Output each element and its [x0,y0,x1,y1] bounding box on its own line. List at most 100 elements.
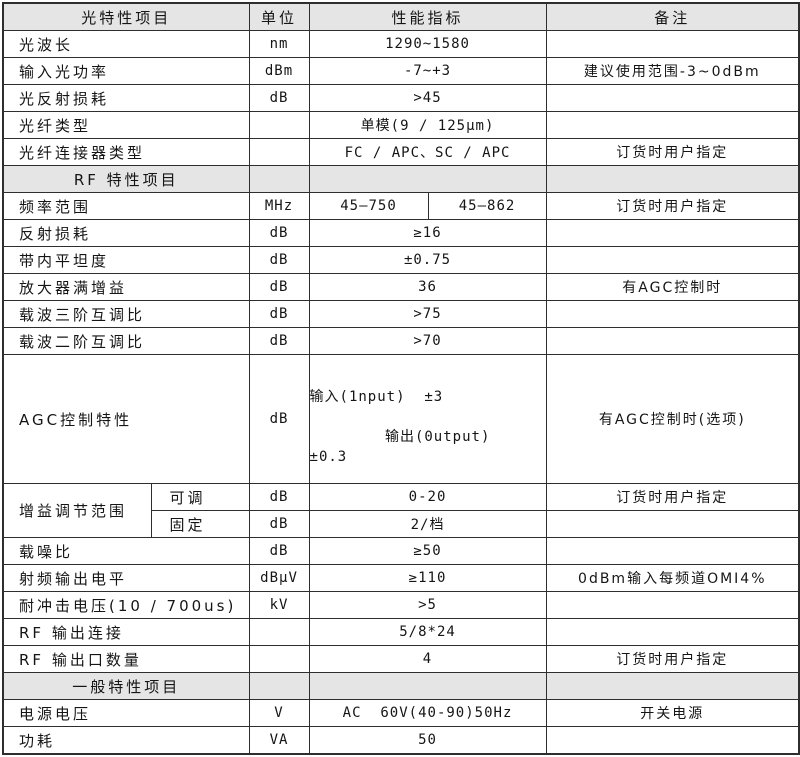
table-row: 光波长 nm 1290~1580 [2,30,800,58]
table-header-row: 光特性项目 单位 性能指标 备注 [2,2,800,31]
spec-item-label: 功耗 [2,726,250,755]
spec-item-label: 电源电压 [2,699,250,727]
spec-value: 4 [308,645,547,673]
spec-item-label: 反射损耗 [2,219,250,247]
spec-item-label: RF 输出口数量 [2,645,250,673]
spec-unit: V [248,699,310,727]
spec-remark: 有AGC控制时(选项) [545,354,800,484]
spec-unit: dB [248,219,310,247]
section-empty-cell [545,165,800,193]
spec-value: ≥50 [308,537,547,565]
spec-item-label: 载波二阶互调比 [2,327,250,355]
spec-item-label: 输入光功率 [2,57,250,85]
spec-remark: 订货时用户指定 [545,645,800,673]
table-row: 固定 dB 2/档 [3,510,800,538]
freq-value-b: 45—862 [427,192,547,220]
table-row: 射频输出电平 dBμV ≥110 0dBm输入每频道OMI4% [2,564,800,592]
spec-value: >45 [308,84,547,112]
spec-remark: 开关电源 [545,699,800,727]
table-row: RF 输出连接 5/8*24 [2,618,800,646]
section-row: RF 特性项目 [2,165,800,193]
spec-unit: MHz [248,192,310,220]
spec-value: 50 [308,726,547,755]
spec-remark [545,30,800,58]
spec-item-label: 放大器满增益 [2,273,250,301]
spec-value: 36 [308,273,547,301]
table-row: 带内平坦度 dB ±0.75 [2,246,800,274]
spec-item-label: 光反射损耗 [2,84,250,112]
section-empty-cell [545,672,800,700]
spec-unit: dB [248,483,310,511]
spec-item-label: 光波长 [2,30,250,58]
section-header: RF 特性项目 [2,165,250,193]
spec-unit: kV [248,591,310,619]
spec-value: ±0.75 [308,246,547,274]
spec-remark [545,510,800,538]
spec-value: FC / APC、SC / APC [308,138,547,166]
spec-value: >75 [308,300,547,328]
table-row: 光纤类型 单模(9 / 125μm) [2,111,800,139]
table-row: 载波三阶互调比 dB >75 [2,300,800,328]
table-row: 反射损耗 dB ≥16 [2,219,800,247]
table-row: 光反射损耗 dB >45 [2,84,800,112]
table-row: 频率范围 MHz 45—750 45—862 订货时用户指定 [2,192,800,220]
spec-remark [545,246,800,274]
spec-remark [545,537,800,565]
agc-value-cell: 输入(1nput) ±3 输出(0utput) ±0.3 [308,354,547,484]
spec-item-label: 光纤类型 [2,111,250,139]
spec-value: ≥16 [308,219,547,247]
gain-group-label: 增益调节范围 [2,483,152,538]
spec-unit: dB [248,354,310,484]
table-row: 增益调节范围 可调 dB 0-20 订货时用户指定 [2,483,800,538]
spec-item-label: 射频输出电平 [2,564,250,592]
column-header-remark: 备注 [545,2,800,31]
spec-remark [545,618,800,646]
freq-value-a: 45—750 [308,192,429,220]
spec-value: 2/档 [308,510,547,538]
spec-remark: 订货时用户指定 [545,192,800,220]
spec-item-label: 带内平坦度 [2,246,250,274]
spec-value: -7~+3 [308,57,547,85]
spec-value: 1290~1580 [308,30,547,58]
spec-item-label: AGC控制特性 [2,354,250,484]
spec-remark [545,726,800,755]
spec-remark: 有AGC控制时 [545,273,800,301]
spec-unit: dBμV [248,564,310,592]
table-row: 载波二阶互调比 dB >70 [2,327,800,355]
spec-value: 0-20 [308,483,547,511]
spec-item-label: 光纤连接器类型 [2,138,250,166]
agc-input-line: 输入(1nput) ±3 [309,389,444,405]
section-row: 一般特性项目 [2,672,800,700]
agc-output-line: 输出(0utput) ±0.3 [309,429,510,465]
section-empty-cell [308,165,547,193]
spec-unit: dB [248,300,310,328]
spec-unit: dB [248,537,310,565]
spec-remark [545,111,800,139]
spec-remark: 建议使用范围-3~0dBm [545,57,800,85]
table-row: 光纤连接器类型 FC / APC、SC / APC 订货时用户指定 [2,138,800,166]
spec-value: 5/8*24 [308,618,547,646]
table-row: 放大器满增益 dB 36 有AGC控制时 [2,273,800,301]
spec-unit [248,618,310,646]
spec-value: 单模(9 / 125μm) [308,111,547,139]
spec-unit: dB [248,246,310,274]
table-row: 耐冲击电压(10 / 700us) kV >5 [2,591,800,619]
spec-remark [545,300,800,328]
spec-unit: dBm [248,57,310,85]
spec-remark [545,591,800,619]
spec-unit: dB [248,84,310,112]
table-row: 功耗 VA 50 [2,726,800,755]
spec-item-label: 耐冲击电压(10 / 700us) [2,591,250,619]
section-empty-cell [308,672,547,700]
spec-item-label: 载波三阶互调比 [2,300,250,328]
spec-unit [248,138,310,166]
spec-remark: 订货时用户指定 [545,483,800,511]
spec-value: ≥110 [308,564,547,592]
spec-unit: VA [248,726,310,755]
spec-value: AC 60V(40-90)50Hz [308,699,547,727]
spec-unit [248,645,310,673]
spec-remark: 订货时用户指定 [545,138,800,166]
spec-item-label: 载噪比 [2,537,250,565]
